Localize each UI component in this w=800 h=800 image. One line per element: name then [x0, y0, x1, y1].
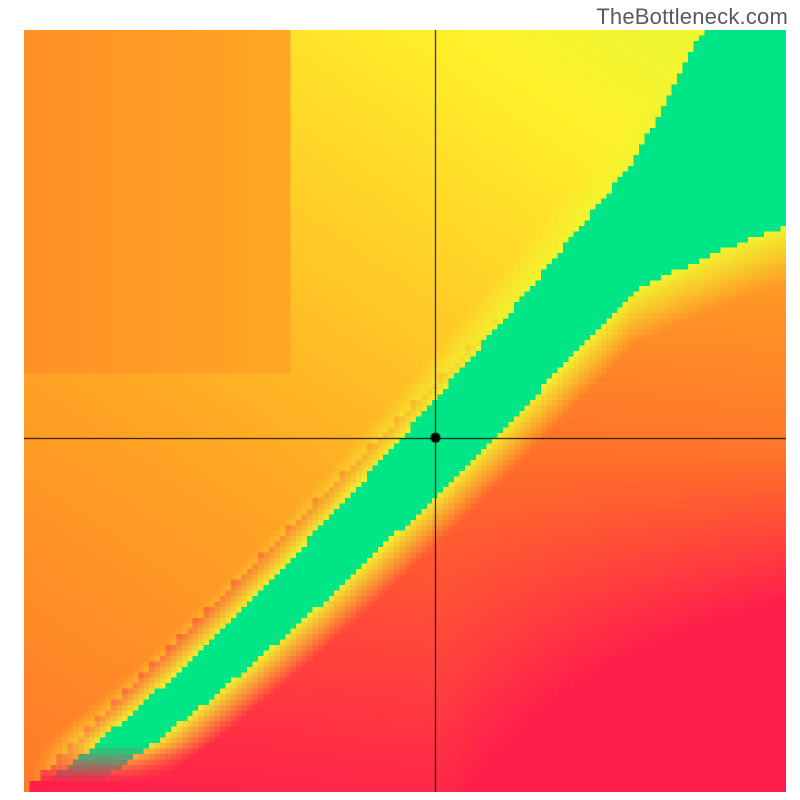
chart-container: TheBottleneck.com: [0, 0, 800, 800]
watermark-text: TheBottleneck.com: [596, 4, 788, 30]
bottleneck-heatmap: [24, 30, 786, 792]
